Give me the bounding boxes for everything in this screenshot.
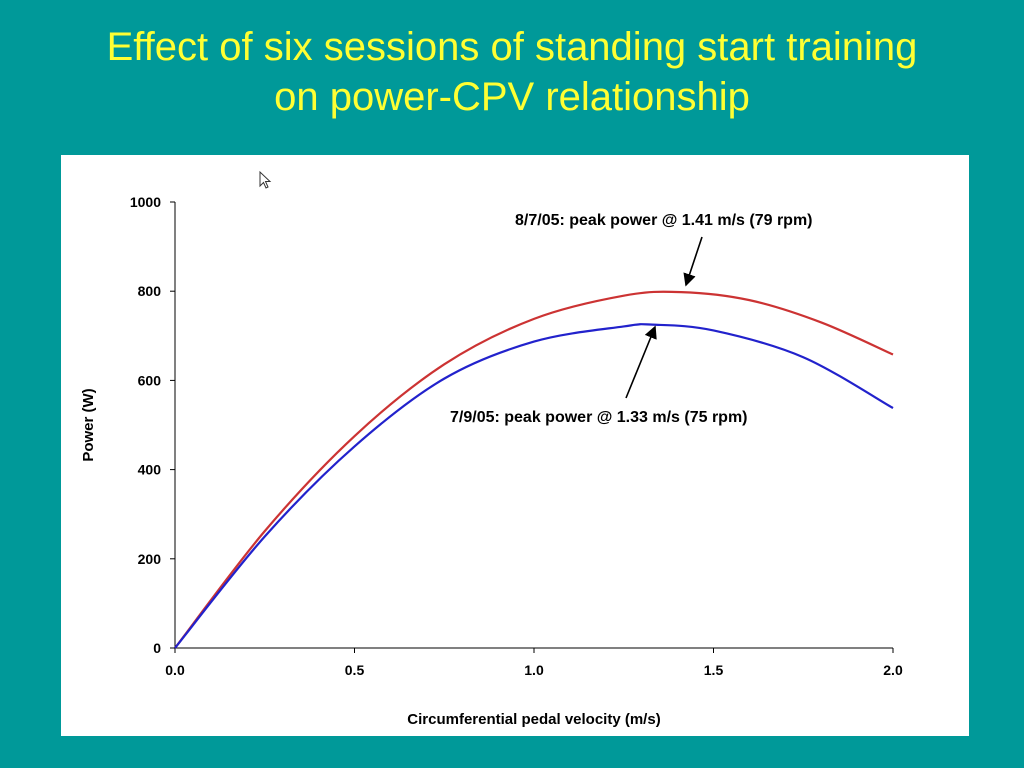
slide-title-line-1: Effect of six sessions of standing start… [106, 25, 918, 69]
annotations: 8/7/05: peak power @ 1.41 m/s (79 rpm) 7/… [450, 212, 813, 426]
slide-title: Effect of six sessions of standing start… [0, 22, 1024, 122]
y-tick-label: 800 [138, 283, 162, 299]
annotation-label-1: 7/9/05: peak power @ 1.33 m/s (75 rpm) [450, 409, 748, 426]
axes: 0 200 400 600 800 1000 0.0 0.5 1.0 1.5 2.0 Circumfe… [80, 194, 903, 728]
series-layer [174, 290, 894, 649]
series-line-1 [174, 323, 894, 649]
x-tick-label: 0.5 [345, 662, 365, 678]
y-tick-label: 1000 [130, 194, 161, 210]
annotation-arrow-1 [625, 325, 657, 399]
chart-panel: 0 200 400 600 800 1000 0.0 0.5 1.0 1.5 2.0 Circumfe… [61, 155, 969, 736]
x-tick-label: 1.0 [524, 662, 544, 678]
y-tick-label: 200 [138, 551, 162, 567]
annotation-arrow-0 [683, 236, 703, 287]
y-tick-label: 600 [138, 372, 162, 388]
series-line-0 [174, 290, 894, 649]
slide-title-line-2: on power-CPV relationship [274, 75, 750, 119]
y-tick-label: 0 [153, 640, 161, 656]
power-cpv-chart: 0 200 400 600 800 1000 0.0 0.5 1.0 1.5 2.0 Circumfe… [80, 170, 903, 728]
y-axis-label: Power (W) [80, 388, 97, 461]
mouse-cursor-icon [259, 170, 272, 189]
annotation-label-0: 8/7/05: peak power @ 1.41 m/s (79 rpm) [515, 212, 813, 229]
x-axis-label: Circumferential pedal velocity (m/s) [407, 711, 660, 728]
x-tick-label: 0.0 [165, 662, 185, 678]
x-tick-label: 1.5 [704, 662, 724, 678]
y-tick-label: 400 [138, 462, 162, 478]
x-tick-label: 2.0 [883, 662, 903, 678]
